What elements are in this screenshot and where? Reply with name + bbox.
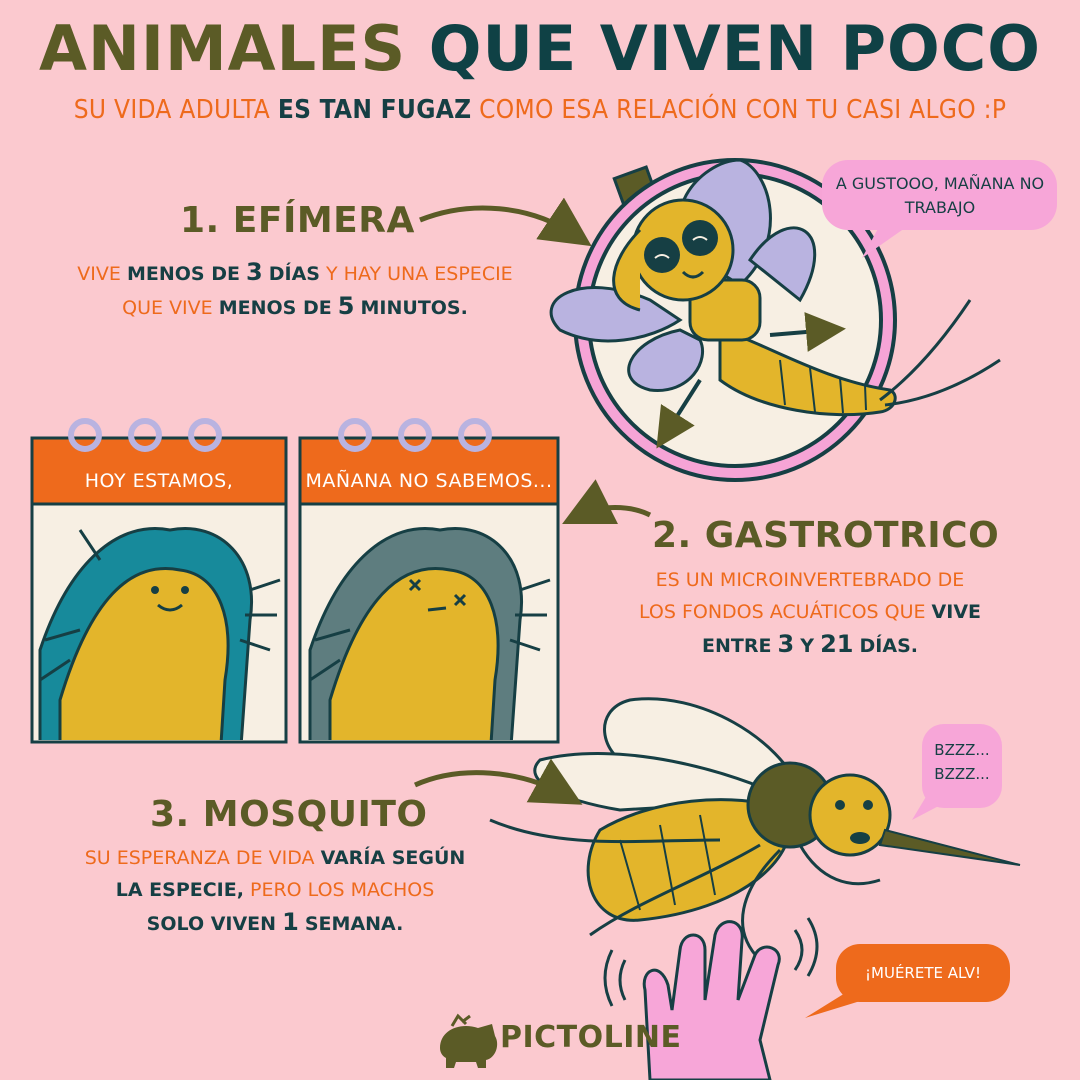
text: VIVE	[931, 601, 982, 623]
hand-bubble-text: ¡MUÉRETE ALV!	[865, 964, 981, 982]
section-2-title: 2. GASTROTRICO	[652, 515, 1000, 556]
subtitle-part-3: COMO ESA RELACIÓN CON TU CASI ALGO :P	[479, 95, 1007, 125]
text: Y	[800, 635, 815, 657]
text: ENTRE	[702, 635, 772, 657]
page-title: ANIMALES QUE VIVEN POCO	[0, 18, 1080, 80]
text: MINUTOS.	[360, 297, 468, 319]
arrow-to-mosquito	[413, 758, 583, 805]
text: SEMANA.	[304, 913, 404, 935]
text: QUE VIVE	[122, 297, 213, 319]
text: SOLO VIVEN	[146, 913, 277, 935]
section-2-body: ES UN MICROINVERTEBRADO DE LOS FONDOS AC…	[600, 564, 1020, 662]
calendar-right	[298, 418, 560, 744]
text: LA ESPECIE,	[115, 879, 244, 901]
buzz-line-2: BZZZ...	[934, 765, 990, 783]
speech-bubble-hand	[805, 944, 1010, 1018]
subtitle: SU VIDA ADULTA ES TAN FUGAZ COMO ESA REL…	[0, 95, 1080, 125]
subtitle-part-1: SU VIDA ADULTA	[73, 95, 271, 125]
arrow-to-mayfly	[419, 197, 592, 247]
number: 5	[337, 292, 355, 320]
hand-illustration	[603, 917, 819, 1080]
text: LOS FONDOS ACUÁTICOS QUE	[638, 601, 926, 623]
title-part-1: ANIMALES	[39, 12, 407, 85]
pictoline-logo-icon	[440, 1013, 498, 1068]
text: DÍAS	[268, 263, 320, 285]
number: 1	[282, 908, 299, 936]
text: PERO LOS MACHOS	[250, 879, 435, 901]
text: ES UN MICROINVERTEBRADO DE	[655, 569, 965, 591]
text: DÍAS.	[859, 635, 918, 657]
section-1-body: VIVE MENOS DE 3 DÍAS Y HAY UNA ESPECIE Q…	[60, 256, 530, 324]
text: MENOS DE	[218, 297, 332, 319]
title-part-2: QUE VIVEN POCO	[428, 12, 1041, 85]
number: 3	[777, 630, 795, 658]
mayfly-illustration	[549, 158, 1001, 482]
arrow-to-calendars	[562, 479, 652, 524]
speech-bubble-mayfly	[822, 160, 1057, 258]
buzz-bubble-text: BZZZ... BZZZ...	[922, 738, 1002, 786]
mosquito-illustration	[489, 697, 1021, 962]
brand-logo: PICTOLINE	[500, 1020, 682, 1055]
calendar-left	[30, 418, 288, 744]
number: 3	[246, 258, 263, 286]
subtitle-part-2: ES TAN FUGAZ	[277, 95, 472, 125]
text: VARÍA SEGÚN	[320, 847, 466, 869]
text: MENOS DE	[126, 263, 240, 285]
buzz-line-1: BZZZ...	[934, 741, 990, 759]
calendar-right-label: MAÑANA NO SABEMOS...	[305, 470, 553, 492]
text: VIVE	[77, 263, 121, 285]
mayfly-bubble-text: A GUSTOOO, MAÑANA NO TRABAJO	[835, 174, 1045, 217]
section-1-title: 1. EFÍMERA	[180, 200, 415, 241]
speech-bubble-buzz	[912, 724, 1002, 820]
number: 21	[820, 630, 854, 658]
text: SU ESPERANZA DE VIDA	[84, 847, 315, 869]
section-3-title: 3. MOSQUITO	[150, 794, 428, 835]
text: Y HAY UNA ESPECIE	[326, 263, 513, 285]
calendar-left-label: HOY ESTAMOS,	[84, 470, 234, 492]
section-3-body: SU ESPERANZA DE VIDA VARÍA SEGÚN LA ESPE…	[75, 842, 475, 940]
